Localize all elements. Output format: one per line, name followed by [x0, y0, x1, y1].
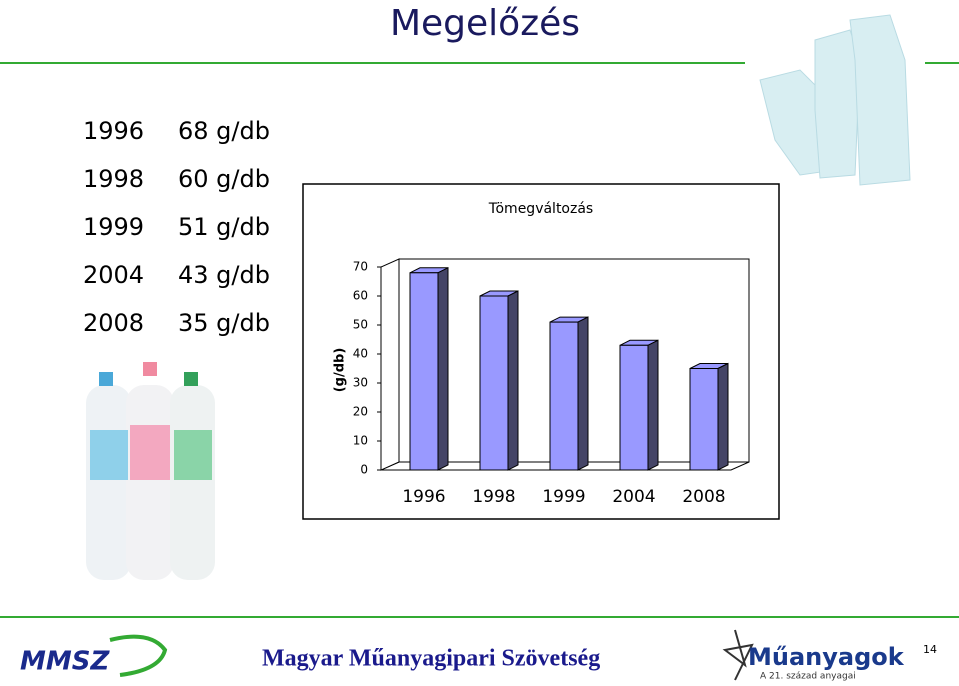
x-tick-label: 1999 — [542, 487, 585, 507]
bar — [619, 344, 649, 471]
bar — [409, 272, 439, 471]
bar-side — [577, 316, 589, 471]
bar — [549, 321, 579, 471]
bar-side — [647, 339, 659, 471]
x-tick-label: 2008 — [682, 487, 725, 507]
logo-right-sub: A 21. század anyagai — [760, 672, 856, 682]
y-tick-label: 60 — [353, 289, 368, 303]
logo-star — [722, 629, 754, 681]
bar — [689, 368, 719, 471]
list-year: 2008 — [83, 309, 144, 337]
slide-title: Megelőzés — [390, 3, 580, 44]
list-year: 2004 — [83, 261, 144, 289]
logo-right: Műanyagok — [748, 643, 905, 671]
logo-left: MMSZ — [20, 647, 110, 677]
x-tick-label: 1998 — [472, 487, 515, 507]
y-tick-label: 10 — [353, 434, 368, 448]
x-tick-label: 2004 — [612, 487, 655, 507]
list-weight: 43 g/db — [178, 261, 270, 289]
y-tick-label: 50 — [353, 318, 368, 332]
y-tick-label: 30 — [353, 376, 368, 390]
x-tick-label: 1996 — [402, 487, 445, 507]
bar-side — [507, 290, 519, 471]
chart-title: Tömegváltozás — [488, 201, 593, 217]
footer: MMSZ Magyar Műanyagipari Szövetség Műany… — [20, 629, 937, 682]
list-year: 1998 — [83, 165, 144, 193]
page-number: 14 — [923, 643, 937, 656]
list-weight: 68 g/db — [178, 117, 270, 145]
y-tick-label: 40 — [353, 347, 368, 361]
y-tick-label: 20 — [353, 405, 368, 419]
bottles-image — [86, 362, 215, 580]
footer-org: Magyar Műanyagipari Szövetség — [262, 646, 600, 672]
bottles-top-image — [759, 14, 911, 186]
y-axis-label: (g/db) — [333, 348, 348, 393]
bar-side — [437, 266, 449, 471]
list-year: 1999 — [83, 213, 144, 241]
side-wall — [380, 258, 400, 471]
bar — [479, 295, 509, 471]
bar-side — [717, 362, 729, 471]
y-tick-label: 70 — [353, 260, 368, 274]
list-year: 1996 — [83, 117, 144, 145]
list-weight: 35 g/db — [178, 309, 270, 337]
list-weight: 51 g/db — [178, 213, 270, 241]
logo-swoosh — [109, 634, 168, 677]
list-weight: 60 g/db — [178, 165, 270, 193]
y-tick-label: 0 — [360, 463, 368, 477]
